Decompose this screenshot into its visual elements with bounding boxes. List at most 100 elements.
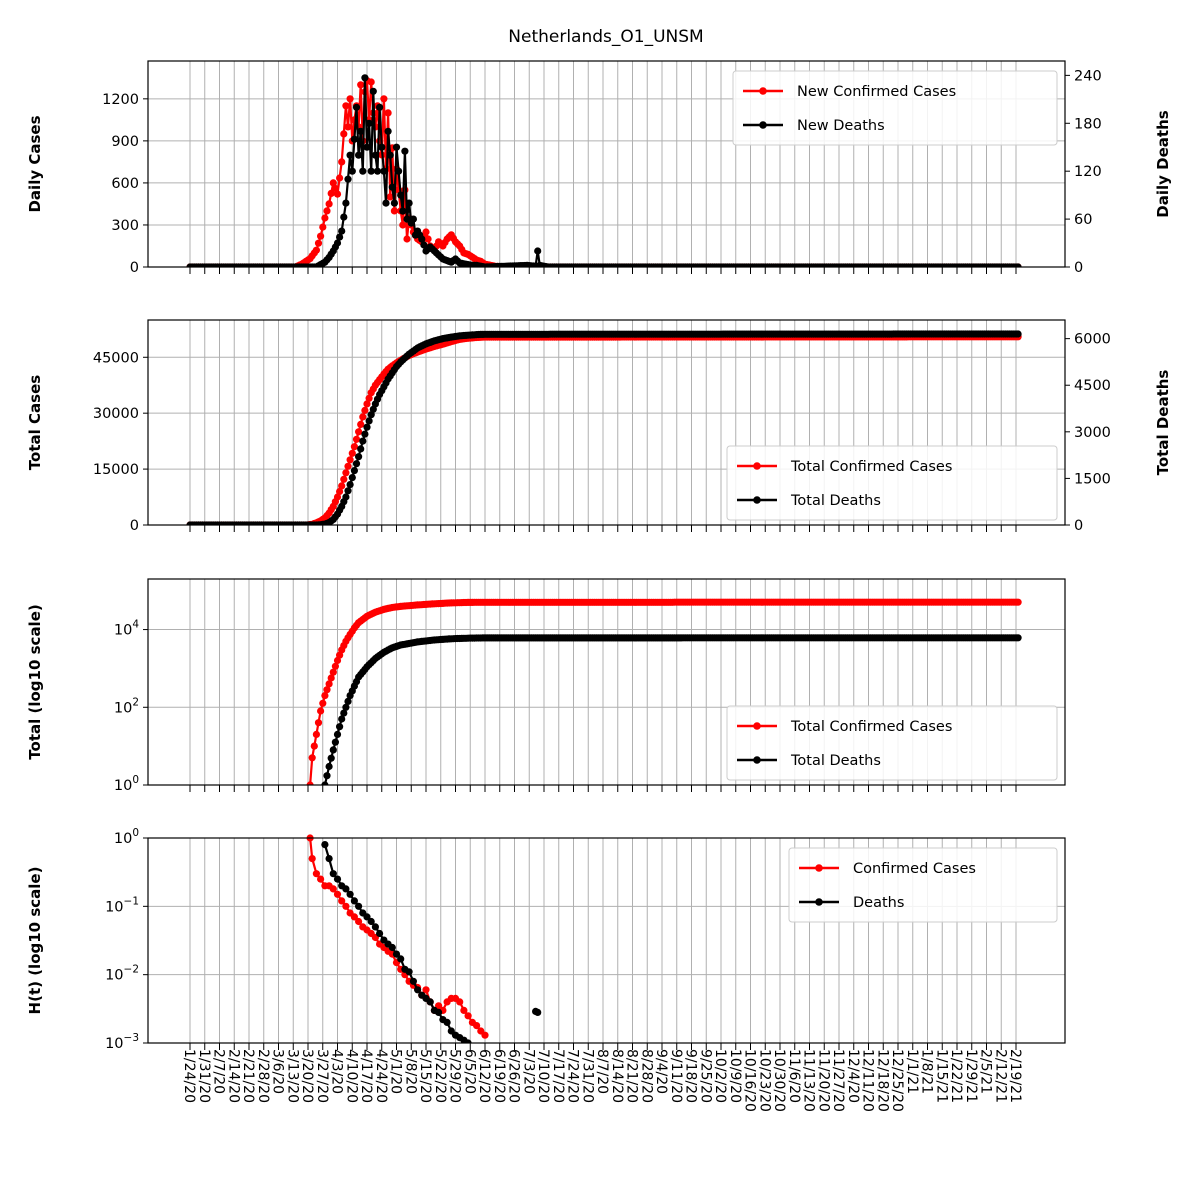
x-tick-label: 3/27/20	[314, 1049, 330, 1103]
data-point	[317, 232, 325, 240]
x-tick-label: 1/8/21	[919, 1049, 935, 1094]
data-point	[352, 435, 361, 443]
x-tick-label: 11/13/20	[801, 1049, 817, 1112]
x-tick-label: 10/9/20	[727, 1049, 743, 1103]
x-tick-label: 12/18/20	[874, 1049, 890, 1112]
data-point	[350, 443, 358, 451]
x-tick-label: 9/18/20	[683, 1049, 699, 1103]
x-tick-label: 2/14/20	[225, 1049, 241, 1103]
x-tick-label: 4/17/20	[358, 1049, 374, 1103]
legend-label: Total Confirmed Cases	[790, 719, 952, 735]
data-point	[348, 449, 356, 457]
data-point	[369, 87, 377, 95]
data-point	[323, 207, 331, 215]
legend-label: Total Deaths	[790, 493, 881, 509]
data-point	[348, 167, 356, 175]
x-tick-label: 10/30/20	[771, 1049, 787, 1112]
x-tick-label: 5/22/20	[432, 1049, 448, 1103]
data-point	[314, 239, 323, 247]
data-point	[359, 167, 367, 175]
data-point	[327, 754, 335, 762]
y-right-axis-label: Daily Deaths	[1154, 110, 1172, 217]
data-point	[317, 707, 325, 715]
data-point	[376, 929, 384, 938]
data-point	[340, 475, 348, 483]
x-tick-label: 11/20/20	[815, 1049, 831, 1112]
x-tick-label: 10/2/20	[712, 1049, 728, 1103]
x-tick-label: 8/7/20	[594, 1049, 610, 1094]
x-tick-label: 3/13/20	[284, 1049, 300, 1103]
plot-area	[306, 598, 1022, 785]
x-tick-label: 10/16/20	[742, 1049, 758, 1112]
data-point	[342, 493, 350, 501]
data-point	[443, 1018, 451, 1026]
legend-box	[788, 847, 1058, 923]
legend-marker	[815, 898, 823, 906]
data-point	[342, 469, 350, 477]
data-point	[346, 890, 354, 898]
data-point	[344, 697, 352, 706]
data-point	[325, 762, 333, 771]
data-point	[365, 119, 373, 127]
legend-marker	[759, 121, 767, 129]
data-point	[359, 437, 367, 445]
data-point	[405, 199, 413, 207]
plot-area	[186, 74, 1022, 267]
data-point	[397, 955, 405, 963]
data-point	[409, 215, 417, 223]
data-point	[355, 453, 363, 461]
x-tick-label: 11/27/20	[830, 1049, 846, 1112]
data-point	[456, 998, 464, 1006]
series-cases	[306, 598, 1022, 785]
x-tick-label: 6/5/20	[461, 1049, 477, 1094]
x-tick-label: 7/17/20	[550, 1049, 566, 1103]
data-point	[336, 487, 344, 496]
data-point	[346, 456, 354, 464]
y-tick-label: 102	[114, 696, 139, 716]
data-point	[405, 968, 413, 976]
data-point	[355, 902, 363, 910]
data-point	[314, 719, 323, 727]
data-point	[390, 199, 398, 207]
data-point	[342, 885, 350, 893]
data-point	[308, 855, 316, 863]
data-point	[355, 151, 363, 159]
legend-box	[732, 70, 1058, 146]
x-tick-label: 5/8/20	[402, 1049, 418, 1094]
x-tick-label: 9/4/20	[653, 1049, 669, 1094]
legend-label: Deaths	[853, 895, 904, 911]
y-tick-label: 15000	[93, 462, 139, 478]
panels: 0 300 600 900 1200 0 60 120 180 240 Daily Cases Dai…	[26, 60, 1172, 1052]
y-tick-label: 30000	[93, 406, 139, 422]
data-point	[340, 130, 348, 138]
data-point	[329, 179, 337, 187]
x-tick-label: 7/24/20	[565, 1049, 581, 1103]
data-point	[333, 730, 342, 739]
x-tick-label: 10/23/20	[756, 1049, 772, 1112]
y-right-tick-label: 4500	[1074, 378, 1111, 394]
x-tick-label: 2/28/20	[255, 1049, 271, 1103]
y-axis-label: Daily Cases	[26, 115, 44, 212]
data-point	[327, 674, 335, 682]
data-point	[321, 841, 329, 849]
y-right-tick-label: 60	[1074, 212, 1092, 228]
data-point	[422, 228, 430, 236]
plot-area	[306, 834, 542, 1043]
x-tick-label: 5/29/20	[447, 1049, 463, 1103]
y-tick-label: 100	[114, 827, 139, 847]
data-point	[306, 781, 314, 785]
data-point	[333, 239, 342, 247]
axes-frame	[147, 319, 1066, 526]
x-tick-label: 5/15/20	[417, 1049, 433, 1103]
x-tick-label: 8/14/20	[609, 1049, 625, 1103]
data-point	[338, 715, 346, 723]
data-point	[388, 943, 396, 952]
data-point	[367, 411, 375, 419]
y-tick-label: 0	[130, 518, 139, 534]
data-point	[331, 184, 339, 193]
data-point	[325, 680, 333, 688]
x-tick-label: 7/10/20	[535, 1049, 551, 1103]
x-tick-label: 5/1/20	[388, 1049, 404, 1094]
y-tick-label: 100	[114, 774, 139, 794]
